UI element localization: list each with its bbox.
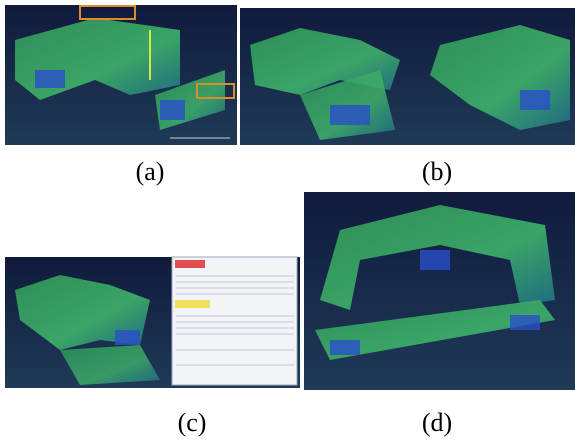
furniture bbox=[520, 90, 550, 110]
panel-b bbox=[240, 8, 575, 145]
figure: (a) (b) (c) (d) bbox=[0, 0, 575, 440]
furniture bbox=[330, 105, 370, 125]
furniture bbox=[160, 100, 185, 120]
panel-label: (b) bbox=[422, 157, 452, 186]
dialog-tab bbox=[175, 300, 210, 308]
panel-c bbox=[5, 257, 300, 388]
furniture bbox=[510, 315, 540, 330]
panel-label: (c) bbox=[178, 408, 207, 437]
panel-label: (a) bbox=[136, 157, 165, 186]
panel-a bbox=[5, 5, 237, 145]
furniture bbox=[35, 70, 65, 88]
furniture bbox=[420, 250, 450, 270]
panel-d bbox=[304, 192, 575, 390]
furniture bbox=[115, 330, 140, 345]
furniture bbox=[330, 340, 360, 355]
panel-label: (d) bbox=[422, 408, 452, 437]
dialog-tab bbox=[175, 260, 205, 268]
